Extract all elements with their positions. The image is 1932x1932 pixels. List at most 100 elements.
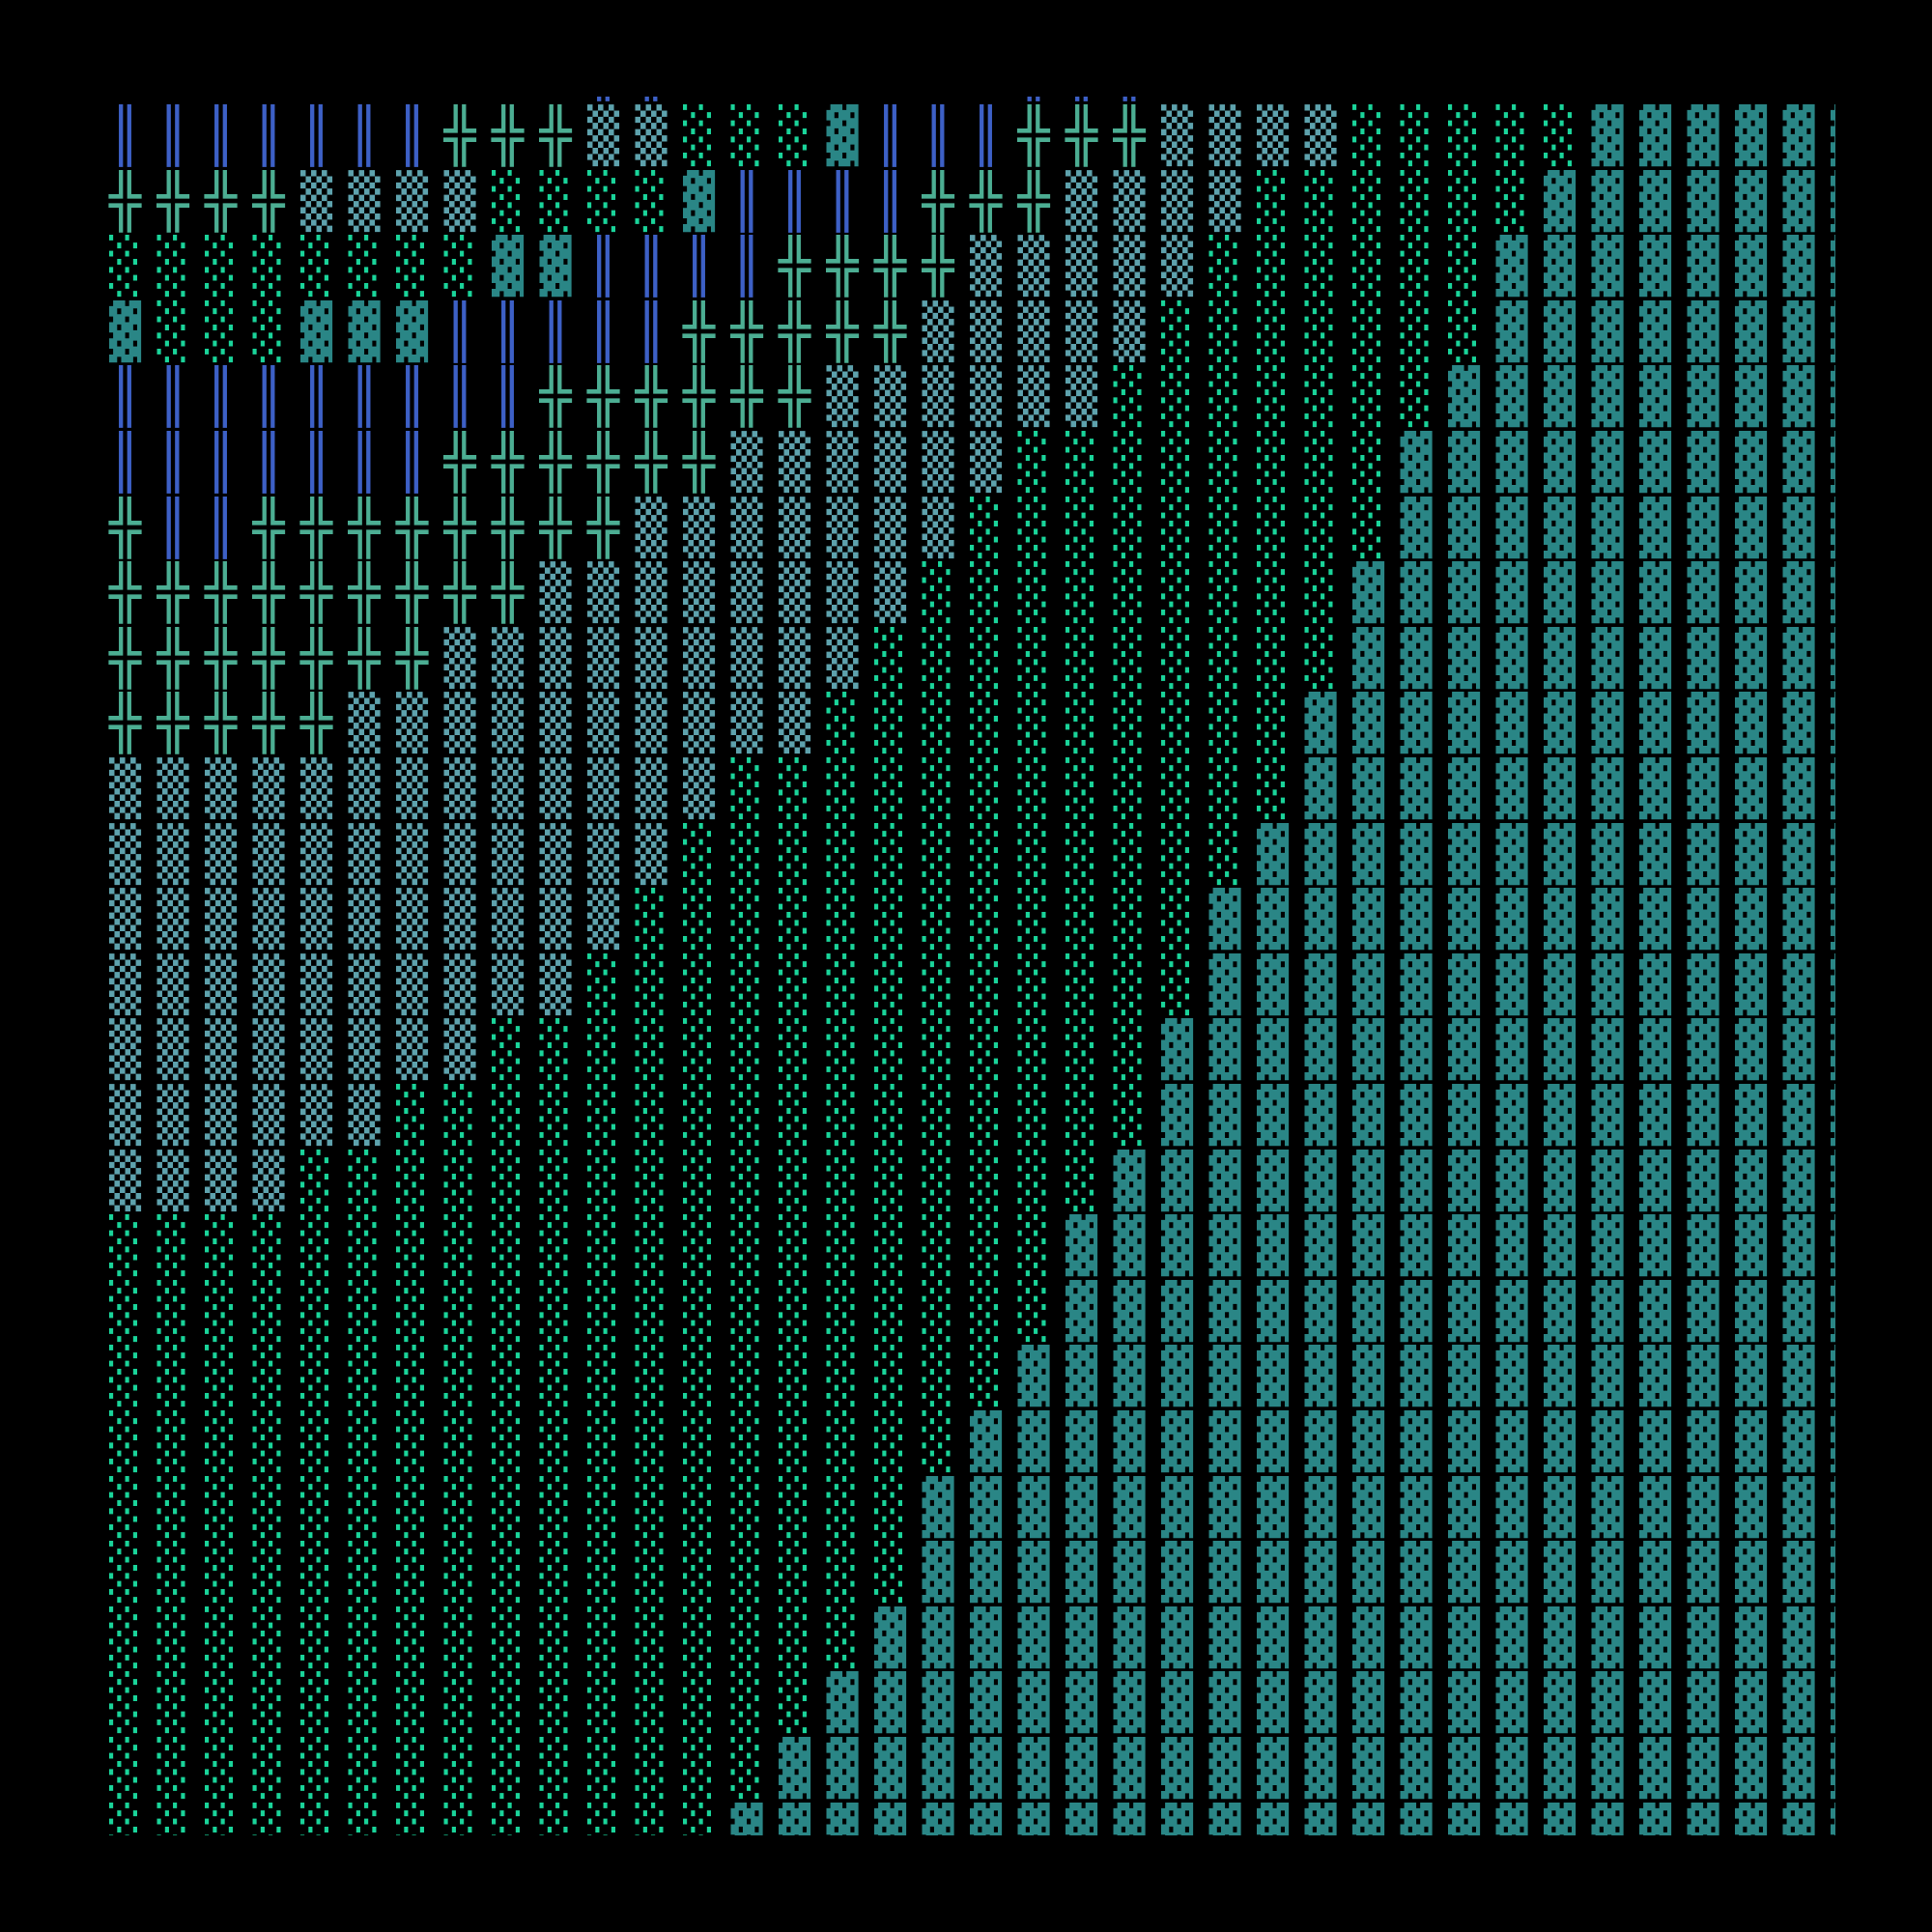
light-shade-glyph: ░ <box>1208 692 1241 754</box>
light-shade-glyph: ░ <box>970 1214 1003 1277</box>
dark-shade-glyph: ▓ <box>1687 692 1719 754</box>
dark-shade-glyph: ▓ <box>1352 1541 1385 1604</box>
light-shade-glyph: ░ <box>1400 365 1433 428</box>
dark-shade-glyph: ▓ <box>1544 888 1577 951</box>
dark-shade-glyph: ▓ <box>1830 1476 1835 1542</box>
dark-shade-glyph: ▓ <box>1830 431 1835 497</box>
dark-shade-glyph: ▓ <box>1495 299 1528 362</box>
dark-shade-glyph: ▓ <box>1113 1410 1146 1472</box>
dark-shade-glyph: ▓ <box>1448 888 1481 951</box>
dark-shade-glyph: ▓ <box>1448 757 1481 819</box>
light-shade-glyph: ░ <box>1304 561 1337 624</box>
dark-shade-glyph: ▓ <box>1544 1214 1577 1277</box>
light-shade-glyph: ░ <box>874 757 907 819</box>
cross-glyph: ╬ <box>396 626 429 689</box>
dark-shade-glyph: ▓ <box>1639 365 1672 428</box>
dark-shade-glyph: ▓ <box>1448 1018 1481 1081</box>
medium-shade-glyph: ▒ <box>539 888 572 951</box>
cross-glyph: ╬ <box>252 692 285 754</box>
dark-shade-glyph: ▓ <box>1257 1345 1290 1407</box>
dark-shade-glyph: ▓ <box>1400 1214 1433 1277</box>
light-shade-glyph: ░ <box>635 1475 668 1538</box>
dark-shade-glyph: ▓ <box>1687 1279 1719 1342</box>
dark-shade-glyph: ▓ <box>1639 757 1672 819</box>
cross-glyph: ╬ <box>109 626 142 689</box>
medium-shade-glyph: ▒ <box>156 757 189 819</box>
dark-shade-glyph: ▓ <box>1257 952 1290 1015</box>
dark-shade-glyph: ▓ <box>1448 952 1481 1015</box>
double-line-glyph: ║ <box>587 299 620 362</box>
dark-shade-glyph: ▓ <box>1352 952 1385 1015</box>
light-shade-glyph: ░ <box>109 1214 142 1277</box>
cross-glyph: ╬ <box>826 299 859 362</box>
medium-shade-glyph: ▒ <box>109 1018 142 1081</box>
double-line-glyph: ║ <box>779 169 811 232</box>
light-shade-glyph: ░ <box>1113 757 1146 819</box>
dark-shade-glyph: ▓ <box>1352 888 1385 951</box>
light-shade-glyph: ░ <box>156 1410 189 1472</box>
dark-shade-glyph: ▓ <box>683 169 716 232</box>
light-shade-glyph: ░ <box>730 1475 763 1538</box>
cross-glyph: ╬ <box>1065 104 1098 166</box>
dark-shade-glyph: ▓ <box>1304 1214 1337 1277</box>
light-shade-glyph: ░ <box>1113 822 1146 885</box>
light-shade-glyph: ░ <box>1017 626 1050 689</box>
dark-shade-glyph: ▓ <box>1448 822 1481 885</box>
dark-shade-glyph: ▓ <box>1687 1018 1719 1081</box>
light-shade-glyph: ░ <box>1304 431 1337 493</box>
light-shade-glyph: ░ <box>348 1410 381 1472</box>
dark-shade-glyph: ▓ <box>1782 1084 1815 1146</box>
double-line-glyph: ║ <box>874 169 907 232</box>
medium-shade-glyph: ▒ <box>1065 365 1098 428</box>
medium-shade-glyph: ▒ <box>587 561 620 624</box>
light-shade-glyph: ░ <box>874 952 907 1015</box>
dark-shade-glyph: ▓ <box>874 1671 907 1734</box>
dark-shade-glyph: ▓ <box>1639 104 1672 166</box>
light-shade-glyph: ░ <box>539 1737 572 1799</box>
dark-shade-glyph: ▓ <box>1352 1671 1385 1734</box>
dark-shade-glyph: ▓ <box>1687 1737 1719 1799</box>
light-shade-glyph: ░ <box>779 1541 811 1604</box>
light-shade-glyph: ░ <box>587 1214 620 1277</box>
light-shade-glyph: ░ <box>683 1410 716 1472</box>
dark-shade-glyph: ▓ <box>1544 1149 1577 1211</box>
dark-shade-glyph: ▓ <box>1495 952 1528 1015</box>
dark-shade-glyph: ▓ <box>1495 1149 1528 1211</box>
dark-shade-glyph: ▓ <box>922 1475 954 1538</box>
dark-shade-glyph: ▓ <box>1639 1541 1672 1604</box>
light-shade-glyph: ░ <box>587 169 620 232</box>
dark-shade-glyph: ▓ <box>1782 1214 1815 1277</box>
dark-shade-glyph: ▓ <box>1400 1149 1433 1211</box>
dark-shade-glyph: ▓ <box>1448 1475 1481 1538</box>
light-shade-glyph: ░ <box>1065 822 1098 885</box>
cross-glyph: ╬ <box>683 365 716 428</box>
dark-shade-glyph: ▓ <box>1113 1149 1146 1211</box>
light-shade-glyph: ░ <box>300 1737 333 1799</box>
light-shade-glyph: ░ <box>156 1605 189 1668</box>
dark-shade-glyph: ▓ <box>1113 1671 1146 1734</box>
light-shade-glyph: ░ <box>730 1084 763 1146</box>
light-shade-glyph: ░ <box>300 1605 333 1668</box>
light-shade-glyph: ░ <box>1161 299 1194 362</box>
dark-shade-glyph: ▓ <box>1591 561 1624 624</box>
dark-shade-glyph: ▓ <box>1639 496 1672 558</box>
dark-shade-glyph: ▓ <box>1400 496 1433 558</box>
dark-shade-glyph: ▓ <box>1830 497 1835 562</box>
medium-shade-glyph: ▒ <box>635 692 668 754</box>
dark-shade-glyph: ▓ <box>1735 1410 1768 1472</box>
dark-shade-glyph: ▓ <box>1591 1802 1624 1835</box>
light-shade-glyph: ░ <box>1400 235 1433 298</box>
double-line-glyph: ║ <box>348 104 381 166</box>
medium-shade-glyph: ▒ <box>826 365 859 428</box>
light-shade-glyph: ░ <box>396 1802 429 1835</box>
light-shade-glyph: ░ <box>300 1214 333 1277</box>
light-shade-glyph: ░ <box>1448 299 1481 362</box>
dark-shade-glyph: ▓ <box>1544 1279 1577 1342</box>
dark-shade-glyph: ▓ <box>300 299 333 362</box>
dark-shade-glyph: ▓ <box>1591 169 1624 232</box>
light-shade-glyph: ░ <box>730 952 763 1015</box>
dark-shade-glyph: ▓ <box>1208 1279 1241 1342</box>
light-shade-glyph: ░ <box>779 1345 811 1407</box>
dark-shade-glyph: ▓ <box>1257 1279 1290 1342</box>
dark-shade-glyph: ▓ <box>1830 1671 1835 1737</box>
